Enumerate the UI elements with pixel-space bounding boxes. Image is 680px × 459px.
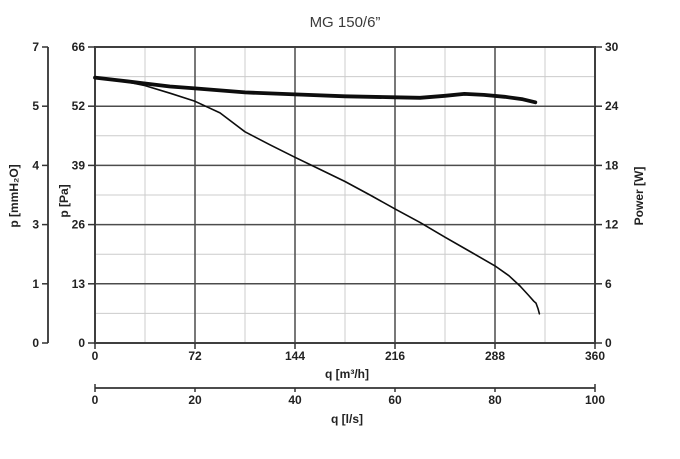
- axis-title-ls: q [l/s]: [331, 412, 363, 426]
- tick-label: 100: [585, 393, 605, 407]
- tick-label: 4: [32, 158, 39, 172]
- tick-label: 1: [32, 277, 39, 291]
- tick-label: 5: [32, 99, 39, 113]
- tick-label: 7: [32, 40, 39, 54]
- tick-label: 13: [72, 277, 86, 291]
- tick-label: 360: [585, 349, 605, 363]
- tick-label: 66: [72, 40, 86, 54]
- tick-label: 26: [72, 218, 86, 232]
- chart-title: MG 150/6”: [310, 14, 381, 31]
- minor-gridlines: [95, 47, 595, 343]
- tick-label: 39: [72, 158, 86, 172]
- tick-label: 0: [32, 336, 39, 350]
- tick-label: 30: [605, 40, 619, 54]
- plot-border-rect: [94, 46, 596, 344]
- tick-label: 24: [605, 99, 619, 113]
- tick-label: 0: [92, 393, 99, 407]
- tick-label: 20: [188, 393, 202, 407]
- axis-title-mmh2o: p [mmH₂O]: [7, 164, 21, 227]
- curves: [93, 75, 541, 315]
- tick-label: 0: [92, 349, 99, 363]
- tick-label: 144: [285, 349, 305, 363]
- axis-pressure-mmh2o: 7 5 4 3 1 0: [32, 40, 49, 350]
- tick-label: 216: [385, 349, 405, 363]
- pressure-curve: [94, 76, 541, 315]
- tick-label: 18: [605, 158, 619, 172]
- major-gridlines: [95, 47, 595, 343]
- tick-label: 52: [72, 99, 86, 113]
- tick-label: 0: [605, 336, 612, 350]
- axis-flow-m3h: 0 72 144 216 288 360: [92, 343, 605, 363]
- axis-pressure-pa: 66 52 39 26 13 0: [72, 40, 95, 350]
- tick-label: 6: [605, 277, 612, 291]
- axis-title-pa: p [Pa]: [57, 184, 71, 217]
- axis-title-power: Power [W]: [632, 167, 646, 226]
- axis-power-watts: 30 24 18 12 6 0: [595, 40, 619, 350]
- tick-label: 72: [188, 349, 202, 363]
- tick-label: 288: [485, 349, 505, 363]
- tick-label: 12: [605, 218, 619, 232]
- plot-border: [94, 46, 596, 344]
- tick-label: 0: [78, 336, 85, 350]
- tick-label: 3: [32, 218, 39, 232]
- tick-label: 40: [288, 393, 302, 407]
- tick-label: 60: [388, 393, 402, 407]
- axis-flow-ls: 0 20 40 60 80 100: [92, 384, 605, 407]
- power-curve: [93, 75, 538, 105]
- axis-title-m3h: q [m³/h]: [325, 367, 369, 381]
- tick-label: 80: [488, 393, 502, 407]
